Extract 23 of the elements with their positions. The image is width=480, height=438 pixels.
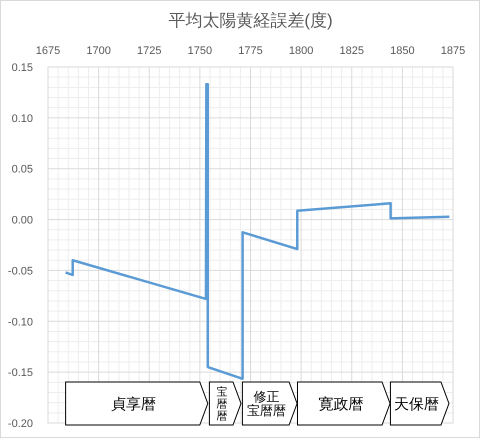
y-tick-label: -0.05 (8, 265, 33, 278)
y-tick-label: 0.05 (12, 164, 33, 176)
band-label: 天保暦 (394, 396, 440, 413)
x-tick-label: 1700 (86, 45, 111, 57)
y-tick-label: -0.15 (8, 367, 33, 380)
x-tick-label: 1725 (137, 45, 162, 57)
x-tick-label: 1800 (288, 45, 314, 57)
y-tick-label: -0.20 (8, 418, 33, 430)
band-label: 貞享暦 (111, 396, 156, 413)
x-tick-label: 1850 (390, 45, 415, 57)
x-tick-label: 1775 (238, 45, 263, 57)
y-tick-label: 0.15 (12, 62, 33, 74)
band-label: 寛政暦 (318, 396, 364, 413)
chart-title: 平均太陽黄経誤差(度) (168, 11, 333, 30)
y-tick-label: -0.10 (8, 316, 33, 328)
x-tick-label: 1825 (340, 45, 364, 57)
band-label: 修正宝暦暦 (247, 389, 286, 418)
x-tick-label: 1675 (36, 45, 60, 57)
y-tick-label: 0.00 (12, 214, 33, 227)
x-tick-label: 1875 (440, 45, 466, 57)
y-tick-label: 0.10 (12, 112, 33, 125)
band-label: 宝暦暦 (216, 385, 228, 422)
x-tick-label: 1750 (188, 45, 212, 57)
